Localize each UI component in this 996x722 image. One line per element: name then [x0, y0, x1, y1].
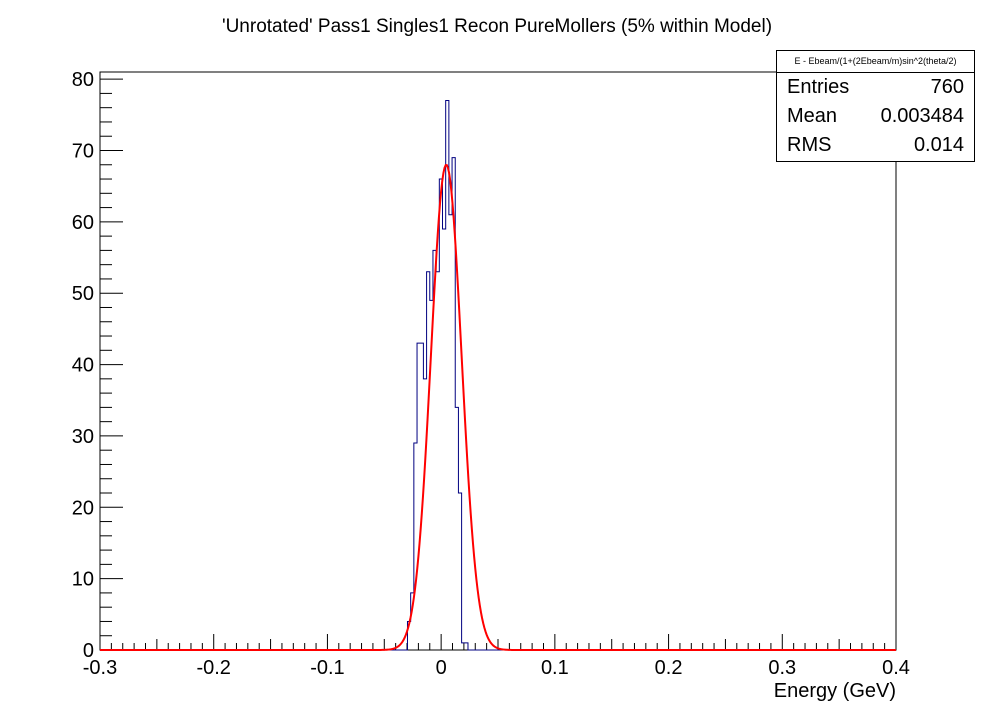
histogram-bin: [436, 272, 439, 650]
stats-row-mean: Mean 0.003484: [777, 102, 974, 131]
histogram-outline: [100, 100, 896, 651]
stats-label: Entries: [787, 76, 850, 98]
y-tick-label: 70: [72, 140, 94, 162]
gaussian-fit-curve: [100, 164, 896, 651]
x-tick-label: -0.1: [310, 657, 344, 679]
x-tick-label: -0.2: [196, 657, 230, 679]
x-tick-label: 0.2: [655, 657, 683, 679]
y-tick-label: 10: [72, 569, 94, 591]
x-tick-label: -0.3: [83, 657, 117, 679]
histogram-bin: [449, 215, 452, 650]
stats-title: E - Ebeam/(1+(2Ebeam/m)sin^2(theta/2): [777, 51, 974, 73]
y-tick-label: 30: [72, 426, 94, 448]
x-tick-label: 0.1: [541, 657, 569, 679]
x-tick-label: 0.4: [882, 657, 910, 679]
x-axis: -0.3 -0.2 -0.1 0 0.1 0.2 0.3 0.4: [83, 634, 910, 679]
histogram-bin: [423, 379, 426, 650]
stats-value: 0.014: [913, 134, 964, 156]
chart-title: 'Unrotated' Pass1 Singles1 Recon PureMol…: [222, 16, 772, 37]
stats-value: 760: [930, 76, 964, 98]
y-tick-label: 60: [72, 212, 94, 234]
fit-layer: [100, 164, 896, 651]
histogram-bin: [443, 229, 446, 650]
x-tick-label: 0: [436, 657, 447, 679]
y-tick-label: 0: [83, 640, 94, 662]
histogram-layer: [100, 100, 896, 651]
x-tick-label: 0.3: [768, 657, 796, 679]
stats-value: 0.003484: [880, 105, 964, 127]
stats-row-entries: Entries 760: [777, 73, 974, 102]
y-tick-label: 50: [72, 283, 94, 305]
x-axis-label: Energy (GeV): [774, 680, 896, 702]
stats-label: RMS: [787, 134, 832, 156]
stats-row-rms: RMS 0.014: [777, 131, 974, 160]
y-tick-label: 20: [72, 497, 94, 519]
stats-box: E - Ebeam/(1+(2Ebeam/m)sin^2(theta/2) En…: [776, 50, 975, 162]
y-axis: 0 10 20 30 40 50 60 70 80: [72, 69, 123, 662]
y-tick-label: 40: [72, 355, 94, 377]
stats-label: Mean: [787, 105, 838, 127]
y-tick-label: 80: [72, 69, 94, 91]
